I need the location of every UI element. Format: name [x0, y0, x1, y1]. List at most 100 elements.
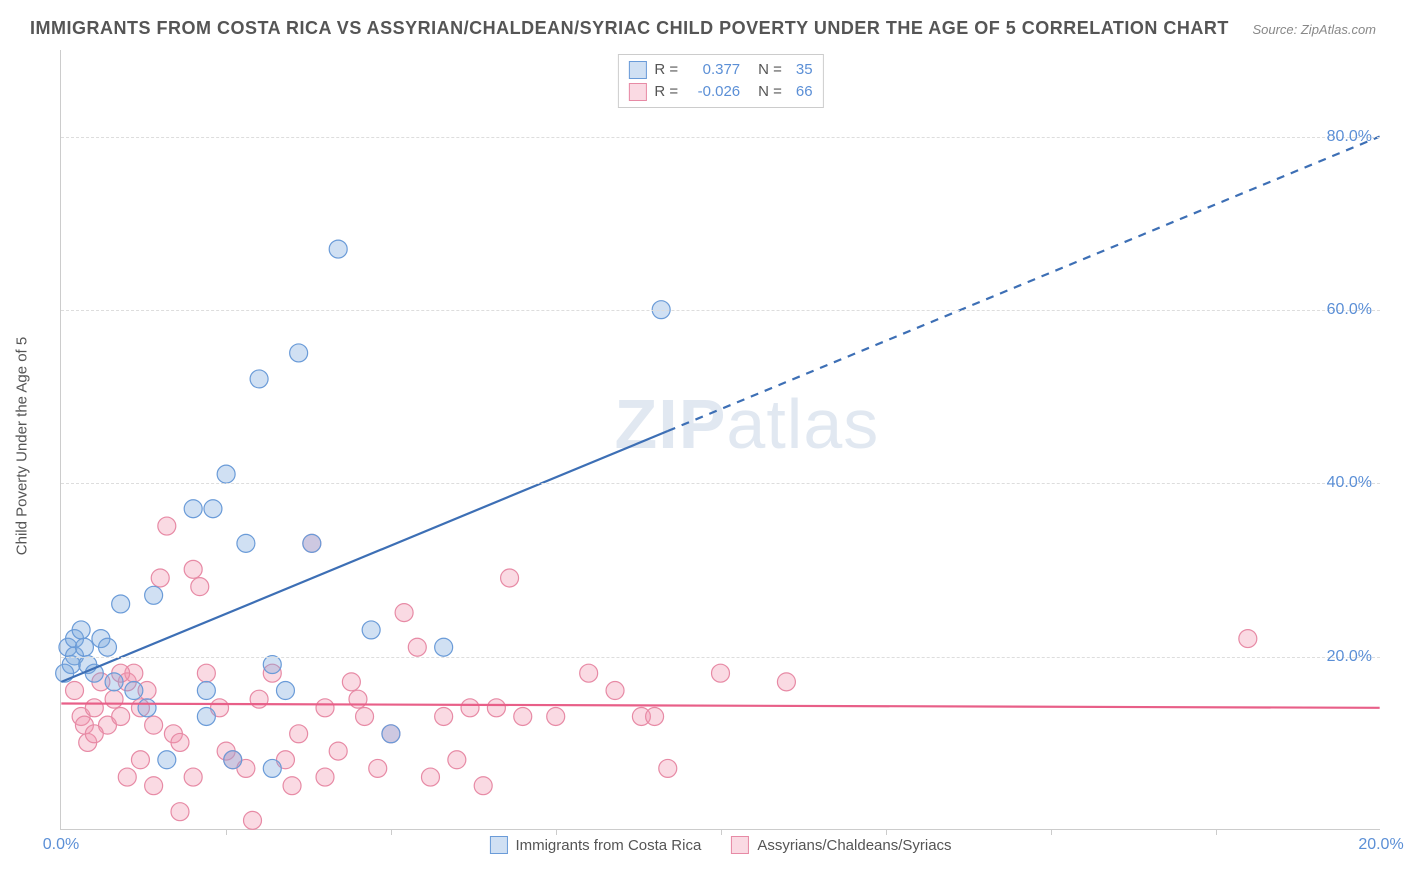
data-point — [474, 777, 492, 795]
data-point — [290, 344, 308, 362]
data-point — [85, 725, 103, 743]
plot-area: ZIPatlas R = 0.377 N = 35 R = -0.026 N =… — [60, 50, 1380, 830]
data-point — [777, 673, 795, 691]
data-point — [158, 751, 176, 769]
data-point — [244, 811, 262, 829]
data-point — [66, 682, 84, 700]
x-tick-label: 0.0% — [43, 836, 79, 854]
data-point — [501, 569, 519, 587]
data-point — [151, 569, 169, 587]
data-point — [408, 638, 426, 656]
data-point — [276, 682, 294, 700]
data-point — [382, 725, 400, 743]
data-point — [250, 690, 268, 708]
x-tick-label: 20.0% — [1358, 836, 1403, 854]
data-point — [646, 707, 664, 725]
bottom-label-1: Immigrants from Costa Rica — [515, 837, 701, 854]
x-tick — [1051, 829, 1052, 835]
data-point — [303, 534, 321, 552]
data-point — [263, 759, 281, 777]
data-point — [197, 707, 215, 725]
bottom-legend-item-2: Assyrians/Chaldeans/Syriacs — [731, 836, 951, 854]
chart-title: IMMIGRANTS FROM COSTA RICA VS ASSYRIAN/C… — [30, 18, 1229, 39]
data-point — [197, 664, 215, 682]
x-tick — [391, 829, 392, 835]
gridline — [61, 657, 1380, 658]
y-tick-label: 60.0% — [1327, 301, 1372, 319]
data-point — [204, 500, 222, 518]
data-point — [362, 621, 380, 639]
data-point — [75, 638, 93, 656]
data-point — [580, 664, 598, 682]
data-point — [461, 699, 479, 717]
data-point — [514, 707, 532, 725]
data-point — [224, 751, 242, 769]
bottom-label-2: Assyrians/Chaldeans/Syriacs — [757, 837, 951, 854]
data-point — [184, 500, 202, 518]
data-point — [118, 768, 136, 786]
data-point — [237, 534, 255, 552]
gridline — [61, 137, 1380, 138]
data-point — [329, 240, 347, 258]
gridline — [61, 310, 1380, 311]
plot-svg — [61, 50, 1380, 829]
data-point — [290, 725, 308, 743]
x-tick — [1216, 829, 1217, 835]
data-point — [369, 759, 387, 777]
trend-line-dashed — [668, 137, 1380, 431]
x-tick — [226, 829, 227, 835]
data-point — [395, 604, 413, 622]
data-point — [145, 586, 163, 604]
data-point — [356, 707, 374, 725]
data-point — [125, 682, 143, 700]
x-tick — [721, 829, 722, 835]
data-point — [316, 768, 334, 786]
data-point — [85, 664, 103, 682]
data-point — [435, 707, 453, 725]
bottom-swatch-1 — [489, 836, 507, 854]
data-point — [85, 699, 103, 717]
y-axis-label: Child Poverty Under the Age of 5 — [14, 337, 31, 555]
data-point — [283, 777, 301, 795]
data-point — [606, 682, 624, 700]
data-point — [112, 707, 130, 725]
data-point — [250, 370, 268, 388]
data-point — [105, 690, 123, 708]
data-point — [659, 759, 677, 777]
source-label: Source: ZipAtlas.com — [1252, 22, 1376, 37]
y-tick-label: 80.0% — [1327, 128, 1372, 146]
bottom-swatch-2 — [731, 836, 749, 854]
data-point — [329, 742, 347, 760]
data-point — [72, 621, 90, 639]
x-tick — [886, 829, 887, 835]
data-point — [138, 699, 156, 717]
bottom-legend-item-1: Immigrants from Costa Rica — [489, 836, 701, 854]
data-point — [712, 664, 730, 682]
gridline — [61, 483, 1380, 484]
data-point — [547, 707, 565, 725]
data-point — [131, 751, 149, 769]
data-point — [112, 595, 130, 613]
bottom-legend: Immigrants from Costa Rica Assyrians/Cha… — [489, 836, 951, 854]
data-point — [191, 578, 209, 596]
data-point — [184, 560, 202, 578]
data-point — [171, 733, 189, 751]
data-point — [145, 716, 163, 734]
data-point — [1239, 630, 1257, 648]
data-point — [421, 768, 439, 786]
data-point — [145, 777, 163, 795]
data-point — [105, 673, 123, 691]
data-point — [197, 682, 215, 700]
data-point — [263, 656, 281, 674]
trend-line-solid — [61, 431, 667, 682]
y-tick-label: 20.0% — [1327, 648, 1372, 666]
data-point — [342, 673, 360, 691]
data-point — [487, 699, 505, 717]
data-point — [184, 768, 202, 786]
data-point — [158, 517, 176, 535]
data-point — [98, 638, 116, 656]
x-tick — [556, 829, 557, 835]
data-point — [171, 803, 189, 821]
y-tick-label: 40.0% — [1327, 474, 1372, 492]
data-point — [316, 699, 334, 717]
